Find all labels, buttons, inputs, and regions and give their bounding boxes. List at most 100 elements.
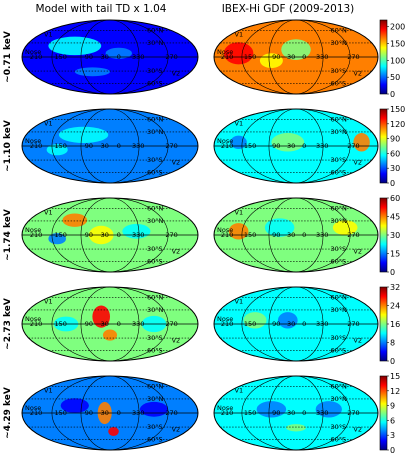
longitude-label: 210 [221, 231, 233, 239]
longitude-label: 150 [244, 409, 256, 417]
latitude-label: 60°N [330, 115, 347, 123]
longitude-label: 150 [55, 231, 67, 239]
meridian-line [268, 20, 324, 94]
latitude-label: 60°N [147, 204, 164, 212]
map-outline [21, 286, 199, 362]
latitude-label: 30°S [330, 67, 346, 75]
latitude-label: 30°N [147, 306, 164, 314]
map-outline [21, 108, 199, 184]
nose-label: Nose [25, 137, 41, 145]
longitude-label: 90 [85, 142, 93, 150]
map-outline [21, 19, 199, 95]
latitude-label: 60°N [147, 26, 164, 34]
flux-region [105, 47, 132, 59]
meridian-line [51, 198, 169, 272]
sky-map-r1-c0 [22, 109, 198, 183]
flux-region [102, 329, 118, 341]
v1-label: V1 [235, 387, 244, 395]
longitude-label: 270 [347, 142, 359, 150]
meridian-line [241, 20, 351, 94]
latitude-label: 30°N [330, 395, 347, 403]
latitude-label: 60°N [147, 382, 164, 390]
longitude-label: 210 [30, 409, 42, 417]
map-outline [213, 375, 379, 451]
latitude-label: 30°N [330, 128, 347, 136]
colorbar-tick-label: 12 [390, 387, 400, 396]
meridian-line [80, 198, 140, 272]
meridian-line [51, 20, 169, 94]
flux-region [60, 398, 89, 413]
v2-label: V2 [353, 426, 362, 434]
flux-region [74, 67, 110, 77]
longitude-label: 210 [30, 320, 42, 328]
longitude-label: 150 [55, 53, 67, 61]
meridian-line [51, 376, 169, 450]
latitude-label: 60°N [147, 293, 164, 301]
longitude-label: 270 [347, 409, 359, 417]
v1-label: V1 [44, 120, 53, 128]
flux-region [62, 213, 88, 227]
latitude-label: 60°N [330, 26, 347, 34]
nose-label: Nose [25, 404, 41, 412]
row-label-0: ~0.71 keV [3, 31, 13, 83]
latitude-label: 60°S [330, 347, 346, 355]
latitude-label: 60°N [330, 382, 347, 390]
longitude-label: 30 [101, 53, 109, 61]
colorbar-tick-label: 50 [390, 73, 400, 82]
meridian-line [80, 20, 140, 94]
v1-label: V1 [235, 31, 244, 39]
v2-label: V2 [172, 426, 181, 434]
nose-label: Nose [217, 315, 233, 323]
meridian-line [80, 287, 140, 361]
colorbar-tick-label: 24 [390, 302, 400, 311]
column-title-model: Model with tail TD x 1.04 [36, 3, 167, 15]
longitude-label: 0 [117, 320, 121, 328]
longitude-label: 0 [302, 231, 306, 239]
colorbar-tick-label: 6 [390, 416, 395, 425]
flux-region [325, 312, 349, 328]
latitude-label: 30°N [147, 395, 164, 403]
v2-label: V2 [353, 248, 362, 256]
colorbar-tick-label: 15 [390, 250, 400, 259]
longitude-label: 270 [347, 320, 359, 328]
colorbar-tick-label: 0 [390, 446, 395, 455]
sky-map-r3-c0 [22, 287, 198, 361]
sky-map-r2-c0 [22, 198, 198, 272]
longitude-label: 90 [85, 409, 93, 417]
longitude-label: 30 [287, 409, 295, 417]
nose-label: Nose [25, 226, 41, 234]
longitude-label: 150 [244, 142, 256, 150]
longitude-label: 150 [55, 142, 67, 150]
longitude-label: 0 [302, 142, 306, 150]
v2-label: V2 [353, 70, 362, 78]
longitude-label: 30 [287, 53, 295, 61]
colorbar-tick-label: 0 [390, 179, 395, 188]
sky-map-r4-c0 [22, 376, 198, 450]
colorbar-tick-label: 100 [390, 56, 405, 65]
colorbar-tick-label: 15 [390, 372, 400, 381]
longitude-label: 90 [272, 409, 280, 417]
longitude-label: 270 [165, 231, 177, 239]
longitude-label: 150 [244, 231, 256, 239]
flux-region [58, 126, 109, 144]
meridian-line [268, 287, 324, 361]
flux-region [332, 220, 358, 236]
latitude-label: 30°S [330, 334, 346, 342]
colorbar-tick-label: 90 [390, 135, 400, 144]
flux-region [281, 39, 311, 60]
longitude-label: 330 [132, 53, 144, 61]
row-label-4: ~4.29 keV [3, 387, 13, 439]
longitude-label: 270 [165, 142, 177, 150]
longitude-label: 0 [117, 53, 121, 61]
latitude-label: 60°N [330, 293, 347, 301]
map-outline [213, 19, 379, 95]
v2-label: V2 [172, 337, 181, 345]
longitude-label: 210 [30, 231, 42, 239]
v2-label: V2 [353, 159, 362, 167]
latitude-label: 60°S [330, 258, 346, 266]
flux-region [353, 133, 370, 152]
longitude-label: 90 [272, 231, 280, 239]
colorbar-tick-label: 150 [390, 105, 405, 114]
meridian-line [241, 198, 351, 272]
